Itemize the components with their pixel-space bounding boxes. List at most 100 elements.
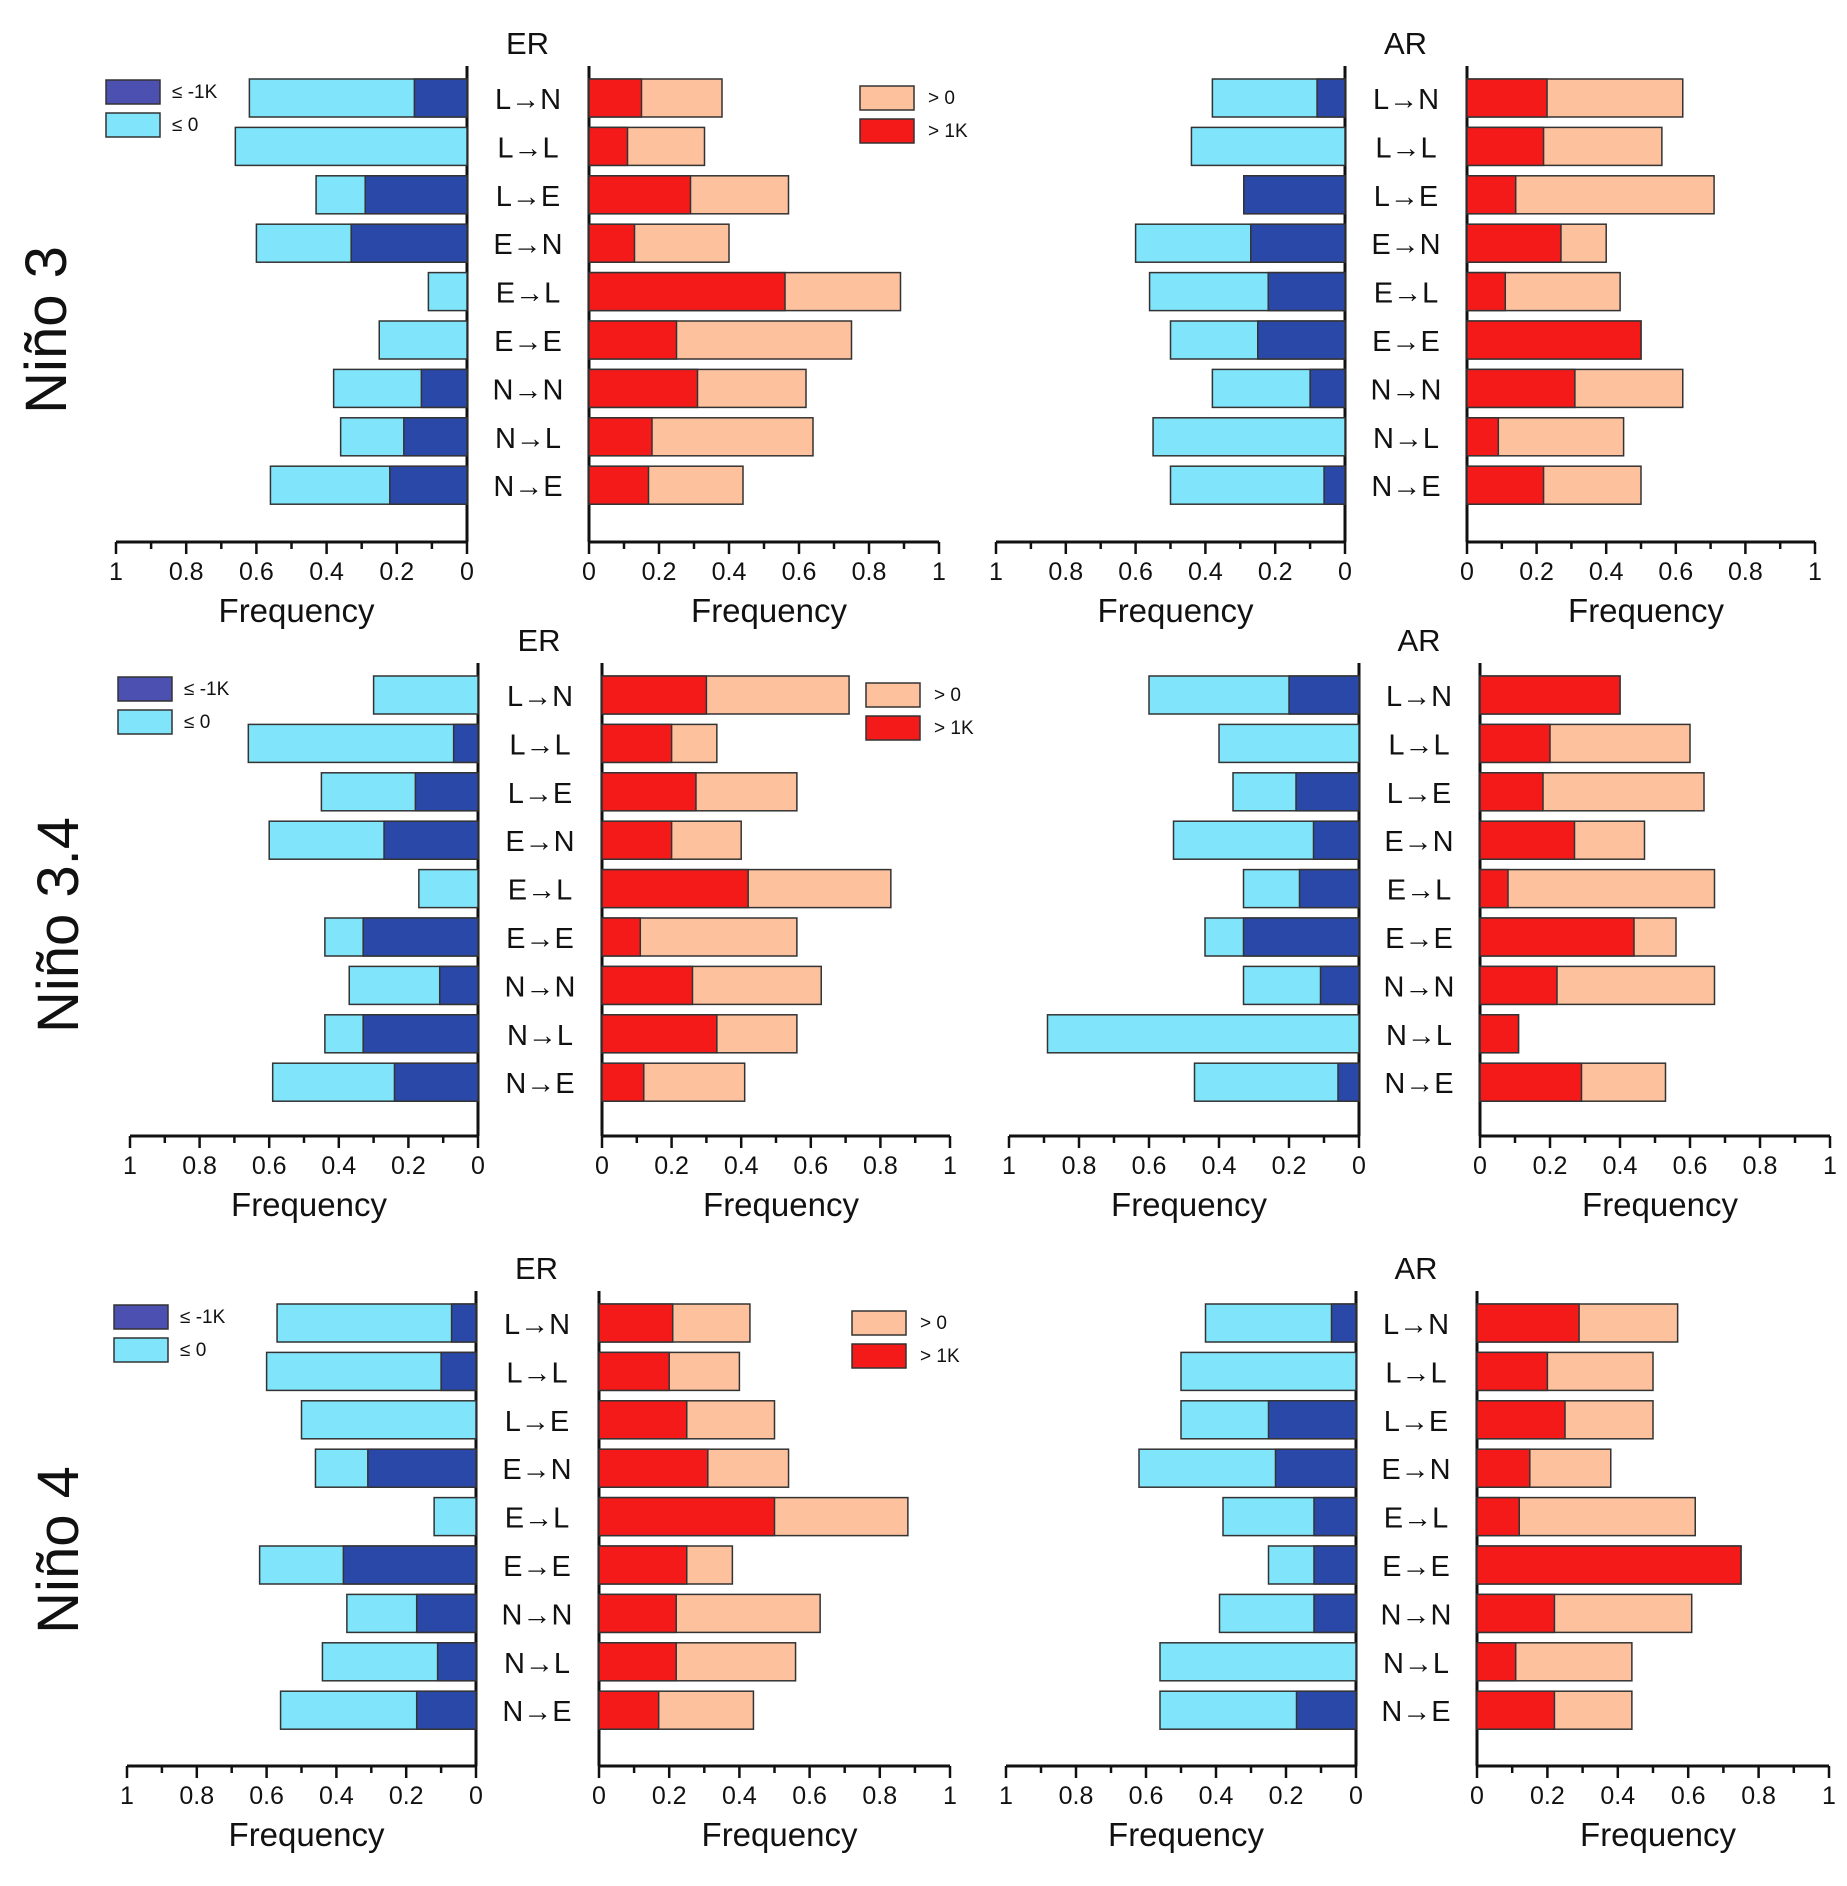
bar-le-minus1k xyxy=(383,820,479,860)
tick-label: 0.4 xyxy=(1589,558,1624,586)
bar-le-minus1k xyxy=(1337,1062,1360,1102)
category-label: E→E xyxy=(503,1551,571,1583)
legend-label: > 1K xyxy=(934,718,974,739)
bar-gt-0 xyxy=(1479,868,1716,909)
tick-label: 0 xyxy=(469,1782,483,1810)
bar-gt-1k xyxy=(598,1303,674,1343)
legend-label: > 0 xyxy=(920,1313,947,1334)
bar-le-minus1k xyxy=(413,78,468,118)
category-label: L→E xyxy=(505,1406,569,1438)
x-axis-title-left: Frequency xyxy=(229,1816,385,1853)
tick-label: 0 xyxy=(582,558,596,586)
legend-swatch xyxy=(105,79,161,105)
bar-gt-1k xyxy=(1476,1496,1520,1537)
tick-label: 0.6 xyxy=(239,558,274,586)
category-label: N→L xyxy=(1383,1648,1449,1680)
tick-label: 0.4 xyxy=(1199,1782,1234,1810)
bar-gt-1k xyxy=(588,465,650,505)
bar-gt-1k xyxy=(588,78,643,118)
bar-gt-1k xyxy=(1476,1545,1742,1585)
legend-swatch xyxy=(851,1343,907,1369)
bar-le-minus1k xyxy=(367,1448,477,1488)
bar-gt-1k xyxy=(1466,417,1500,457)
bar-gt-1k xyxy=(1476,1690,1556,1730)
category-label: N→L xyxy=(504,1648,570,1680)
bar-le-minus1k xyxy=(420,368,468,409)
bar-le-minus1k xyxy=(362,917,479,957)
tick-label: 0.6 xyxy=(249,1782,284,1810)
bar-le-0 xyxy=(418,868,479,909)
panel-title: ER xyxy=(515,1251,558,1286)
bar-le-0 xyxy=(433,1496,477,1537)
tick-label: 0.6 xyxy=(1658,558,1693,586)
tick-label: 0.6 xyxy=(252,1152,287,1180)
x-axis-title-right: Frequency xyxy=(1582,1186,1738,1223)
bar-le-minus1k xyxy=(415,1690,477,1730)
bar-le-minus1k xyxy=(1267,1400,1357,1440)
bar-le-minus1k xyxy=(350,223,468,263)
tick-label: 0.6 xyxy=(1118,558,1153,586)
bar-le-minus1k xyxy=(1312,820,1360,860)
category-label: E→L xyxy=(1387,875,1451,907)
category-label: E→N xyxy=(1384,826,1453,858)
bar-le-minus1k xyxy=(364,175,468,215)
category-label: L→N xyxy=(504,1309,570,1341)
category-label: E→N xyxy=(1371,229,1440,261)
bar-le-0 xyxy=(1046,1014,1360,1054)
bar-le-0 xyxy=(276,1303,477,1343)
legend-swatch xyxy=(113,1304,169,1330)
legend-swatch xyxy=(117,709,173,735)
tick-label: 0.8 xyxy=(863,1152,898,1180)
category-label: N→E xyxy=(505,1068,574,1100)
tick-label: 0.8 xyxy=(1741,1782,1776,1810)
bar-le-minus1k xyxy=(1298,868,1360,909)
tick-label: 0.2 xyxy=(389,1782,424,1810)
legend-label: > 0 xyxy=(934,685,961,706)
panel-ni-o-3-er: ER L→N L→L L→E E→N E→L E→E N→N N→L N→E 1 0.8 0.6 0.4 0… xyxy=(105,26,968,629)
bar-gt-1k xyxy=(601,1014,718,1054)
bar-le-0 xyxy=(378,320,468,360)
legend-swatch xyxy=(117,676,173,702)
bar-le-0 xyxy=(372,675,479,715)
panel-ni-o-4-er: ER L→N L→L L→E E→N E→L E→E N→N N→L N→E 1 0.8 0.6 0.4 0… xyxy=(113,1251,960,1853)
category-label: N→E xyxy=(502,1696,571,1728)
x-axis-title-left: Frequency xyxy=(1098,592,1254,629)
row-label: Niño 3 xyxy=(14,246,79,414)
bar-gt-1k xyxy=(1476,1642,1517,1682)
bar-gt-1k xyxy=(1476,1400,1566,1440)
tick-label: 0.8 xyxy=(852,558,887,586)
category-label: N→L xyxy=(495,423,561,455)
category-label: N→L xyxy=(1386,1020,1452,1052)
bar-gt-1k xyxy=(1479,723,1551,764)
tick-label: 0.6 xyxy=(1132,1152,1167,1180)
tick-label: 0.6 xyxy=(1673,1152,1708,1180)
bar-le-0 xyxy=(247,723,479,764)
bar-gt-1k xyxy=(1466,368,1576,409)
tick-label: 0.4 xyxy=(321,1152,356,1180)
bar-gt-1k xyxy=(601,868,749,909)
tick-label: 1 xyxy=(943,1782,957,1810)
category-label: N→E xyxy=(1384,1068,1453,1100)
legend-swatch xyxy=(113,1337,169,1363)
panel-title: AR xyxy=(1384,26,1427,61)
tick-label: 0.4 xyxy=(1600,1782,1635,1810)
bar-le-minus1k xyxy=(440,1351,477,1392)
tick-label: 0 xyxy=(595,1152,609,1180)
bar-gt-1k xyxy=(601,1062,645,1102)
tick-label: 0.4 xyxy=(1603,1152,1638,1180)
legend-swatch xyxy=(859,85,915,111)
tick-label: 1 xyxy=(1823,1152,1837,1180)
x-axis-title-left: Frequency xyxy=(1111,1186,1267,1223)
bar-gt-1k xyxy=(1479,917,1635,957)
bar-gt-1k xyxy=(1466,320,1642,360)
bar-le-minus1k xyxy=(414,772,479,812)
legend-label: ≤ 0 xyxy=(184,712,210,733)
bar-gt-1k xyxy=(598,1351,670,1392)
category-label: L→L xyxy=(497,132,558,164)
bar-le-minus1k xyxy=(393,1062,479,1102)
tick-label: 1 xyxy=(123,1152,137,1180)
legend-positive: > 0 > 1K xyxy=(865,682,974,741)
bar-gt-1k xyxy=(601,675,708,715)
tick-label: 0 xyxy=(592,1782,606,1810)
category-label: N→N xyxy=(1371,374,1442,406)
